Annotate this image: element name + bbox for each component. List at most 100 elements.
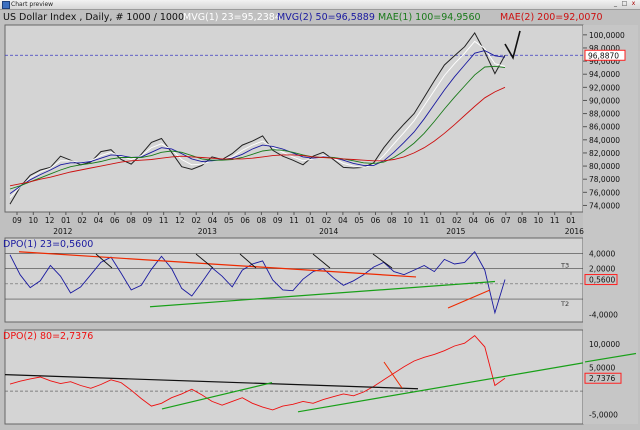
x-tick-label: 06	[371, 216, 381, 225]
price-y-tick-label: 76,0000	[589, 188, 620, 197]
price-y-tick-label: 80,0000	[589, 162, 620, 171]
dpo2-line	[9, 334, 506, 411]
dpo2-green-short-trendline	[161, 382, 273, 410]
x-tick-label: 09	[143, 216, 153, 225]
dpo2-y-label: 10,0000	[589, 340, 620, 349]
indicator-mae1-label: MAE(1) 100=94,9560	[378, 12, 481, 23]
dpo2-black-trendline	[4, 374, 419, 390]
window-title: Chart preview	[11, 1, 54, 8]
year-label: 2013	[198, 227, 217, 236]
dpo1-y-label: 4,0000	[589, 249, 615, 258]
price-y-tick-label: 82,0000	[589, 149, 620, 158]
dpo1-value-box	[584, 274, 618, 286]
indicator-mae2-label: MAE(2) 200=92,0070	[500, 12, 603, 23]
price-y-tick-label: 84,0000	[589, 136, 620, 145]
x-tick-label: 12	[175, 216, 185, 225]
last-value-label: 96,8870	[588, 51, 619, 60]
dpo2-green-extension	[584, 352, 637, 363]
dpo2-value-box	[584, 372, 622, 384]
x-tick-label: 01	[566, 216, 576, 225]
dpo1-panel	[4, 237, 584, 323]
x-tick-label: 02	[77, 216, 87, 225]
projection-mark	[504, 30, 521, 60]
x-tick-label: 05	[354, 216, 364, 225]
app-icon	[2, 1, 10, 9]
x-tick-label: 08	[126, 216, 136, 225]
x-tick-label: 02	[452, 216, 462, 225]
x-tick-label: 06	[240, 216, 250, 225]
price-panel	[4, 24, 584, 213]
price-y-tick-label: 98,0000	[589, 44, 620, 53]
price-y-tick-label: 90,0000	[589, 96, 620, 105]
maximize-button[interactable]: □	[621, 0, 628, 7]
price-y-tick-label: 92,0000	[589, 83, 620, 92]
band-label-t2: T2	[560, 300, 569, 308]
x-tick-label: 01	[61, 216, 71, 225]
x-tick-label: 04	[208, 216, 218, 225]
x-tick-label: 09	[273, 216, 283, 225]
dpo1-arrow-3	[312, 253, 331, 269]
last-value-box	[584, 49, 626, 61]
year-label: 2012	[53, 227, 72, 236]
dpo2-green-long-trendline	[297, 362, 584, 413]
minimize-button[interactable]: _	[614, 0, 617, 7]
dpo1-y-label: -4,0000	[589, 310, 618, 319]
dpo1-arrow-4	[372, 253, 393, 269]
dpo1-label: DPO(1) 23=0,5600	[3, 239, 94, 250]
x-tick-label: 11	[159, 216, 169, 225]
price-y-tick-label: 94,0000	[589, 70, 620, 79]
x-tick-label: 01	[306, 216, 316, 225]
mvg2-line	[9, 50, 506, 194]
x-tick-label: 11	[289, 216, 299, 225]
dpo1-arrow-2	[239, 253, 257, 269]
x-tick-label: 07	[501, 216, 511, 225]
price-y-tick-label: 88,0000	[589, 110, 620, 119]
price-y-tick-label: 96,0000	[589, 57, 620, 66]
x-tick-label: 08	[517, 216, 527, 225]
x-tick-label: 10	[534, 216, 544, 225]
x-tick-label: 06	[110, 216, 120, 225]
dpo1-y-label: 2,0000	[589, 265, 615, 274]
year-label: 2014	[319, 227, 338, 236]
symbol-label: US Dollar Index , Daily, # 1000 / 1000	[3, 12, 185, 23]
band-label-t3: T3	[560, 262, 569, 270]
dpo2-panel	[4, 329, 584, 425]
dpo1-arrow-0	[95, 253, 113, 269]
year-label: 2015	[446, 227, 465, 236]
title-bar[interactable]: Chart preview _ □ x	[0, 0, 640, 10]
mae2-line	[9, 86, 506, 187]
x-tick-label: 10	[29, 216, 39, 225]
dpo1-y-label: 0,5600	[589, 276, 615, 285]
dpo2-y-label: -5,0000	[589, 411, 618, 420]
x-tick-label: 04	[94, 216, 104, 225]
price-y-tick-label: 100,0000	[589, 31, 625, 40]
dpo2-y-label: 5,0000	[589, 364, 615, 373]
mae1-line	[9, 65, 506, 190]
dpo1-green-trendline	[149, 280, 496, 308]
x-tick-label: 10	[403, 216, 413, 225]
dpo2-label: DPO(2) 80=2,7376	[3, 331, 94, 342]
price-y-tick-label: 74,0000	[589, 201, 620, 210]
x-tick-label: 11	[420, 216, 430, 225]
year-label: 2016	[565, 227, 584, 236]
dpo2-y-label: 2,7376	[589, 374, 615, 383]
x-tick-label: 02	[191, 216, 201, 225]
dpo1-red-arrow	[447, 289, 491, 309]
x-tick-label: 02	[322, 216, 332, 225]
x-tick-label: 04	[338, 216, 348, 225]
x-tick-label: 08	[387, 216, 397, 225]
dpo1-red-trendline	[18, 251, 417, 278]
dpo1-arrow-1	[195, 253, 214, 269]
price-y-tick-label: 78,0000	[589, 175, 620, 184]
mvg1-line	[9, 40, 506, 198]
close-button[interactable]: x	[631, 0, 636, 7]
indicator-mvg1-label: MVG(1) 23=95,2384	[183, 12, 281, 23]
x-tick-label: 05	[224, 216, 234, 225]
dpo2-red-arrow	[383, 361, 403, 389]
x-tick-label: 11	[550, 216, 560, 225]
x-tick-label: 01	[436, 216, 446, 225]
indicator-mvg2-label: MVG(2) 50=96,5889	[277, 12, 375, 23]
x-tick-label: 12	[45, 216, 55, 225]
